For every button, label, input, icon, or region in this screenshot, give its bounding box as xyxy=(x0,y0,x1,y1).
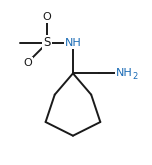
Text: S: S xyxy=(43,36,51,50)
Text: O: O xyxy=(43,12,52,22)
Text: NH: NH xyxy=(65,38,81,48)
Text: O: O xyxy=(23,58,32,68)
Text: NH: NH xyxy=(116,68,133,78)
Text: 2: 2 xyxy=(132,72,137,81)
